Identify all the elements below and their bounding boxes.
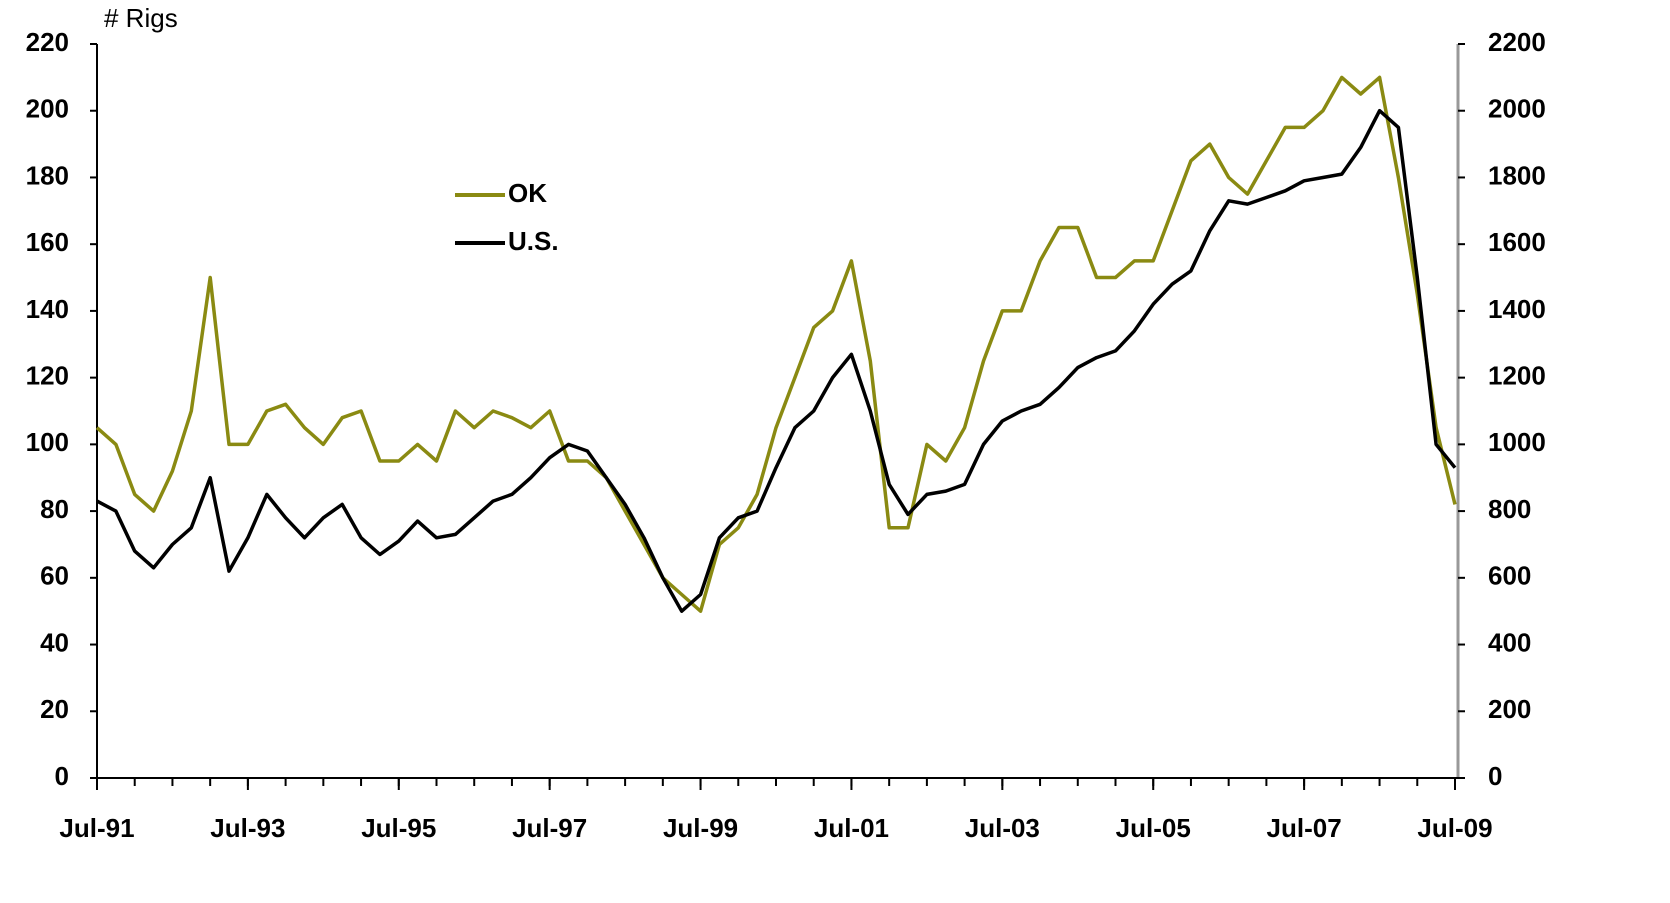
y2-tick-label: 1600 <box>1488 227 1546 257</box>
x-tick-label: Jul-93 <box>210 813 285 843</box>
y2-tick-label: 1800 <box>1488 160 1546 190</box>
y2-tick-label: 2200 <box>1488 27 1546 57</box>
y-tick-label: 180 <box>26 160 69 190</box>
y-axis-label: # Rigs <box>104 3 178 33</box>
y-tick-label: 100 <box>26 427 69 457</box>
legend-label: OK <box>508 178 547 208</box>
y-tick-label: 60 <box>40 561 69 591</box>
x-tick-label: Jul-91 <box>59 813 134 843</box>
x-tick-label: Jul-99 <box>663 813 738 843</box>
y-tick-label: 40 <box>40 627 69 657</box>
y-tick-label: 80 <box>40 494 69 524</box>
y2-tick-label: 1400 <box>1488 294 1546 324</box>
y2-tick-label: 600 <box>1488 561 1531 591</box>
y2-tick-label: 1000 <box>1488 427 1546 457</box>
y2-tick-label: 200 <box>1488 694 1531 724</box>
y2-tick-label: 2000 <box>1488 94 1546 124</box>
y-tick-label: 120 <box>26 361 69 391</box>
x-tick-label: Jul-03 <box>965 813 1040 843</box>
legend-label: U.S. <box>508 226 559 256</box>
y-tick-label: 220 <box>26 27 69 57</box>
y-tick-label: 0 <box>55 761 69 791</box>
line-series <box>96 108 1457 613</box>
x-tick-label: Jul-01 <box>814 813 889 843</box>
y2-tick-label: 1200 <box>1488 361 1546 391</box>
y2-tick-label: 800 <box>1488 494 1531 524</box>
line-series <box>95 75 1457 613</box>
y-tick-label: 140 <box>26 294 69 324</box>
y-tick-label: 20 <box>40 694 69 724</box>
x-tick-label: Jul-07 <box>1267 813 1342 843</box>
y2-tick-label: 0 <box>1488 761 1502 791</box>
x-tick-label: Jul-09 <box>1417 813 1492 843</box>
y-tick-label: 200 <box>26 94 69 124</box>
x-tick-label: Jul-97 <box>512 813 587 843</box>
y2-tick-label: 400 <box>1488 627 1531 657</box>
y-tick-label: 160 <box>26 227 69 257</box>
x-tick-label: Jul-05 <box>1116 813 1191 843</box>
x-tick-label: Jul-95 <box>361 813 436 843</box>
